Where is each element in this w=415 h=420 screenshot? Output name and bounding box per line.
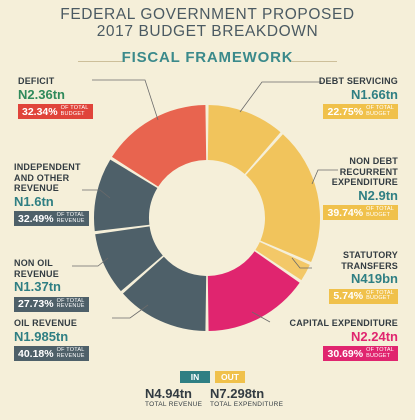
statutory-amount: N419bn	[351, 271, 398, 286]
leader-line-nonoil	[72, 257, 109, 267]
out-badge: OUT	[215, 371, 245, 383]
statutory-of-line2: BUDGET	[366, 295, 391, 301]
oil-percent-badge: 40.18% OF TOTAL REVENUE	[14, 346, 89, 361]
nondebt-label-1: NON DEBT	[349, 156, 398, 166]
indep-label-3: REVENUE	[14, 183, 59, 193]
leader-line-deficit	[92, 79, 159, 121]
callout-debt-servicing: DEBT SERVICING N1.66tn 22.75% OF TOTAL BU…	[319, 76, 398, 120]
deficit-percent: 32.34%	[22, 105, 58, 118]
statutory-label-2: TRANSFERS	[341, 260, 398, 271]
nondebt-percent: 39.74%	[327, 206, 364, 219]
nondebt-label-3: EXPENDITURE	[331, 177, 398, 187]
debt-percent: 22.75%	[327, 105, 364, 118]
leader-line-capital	[251, 311, 271, 323]
oil-of-line1: OF TOTAL	[56, 347, 85, 353]
slice-non-oil-revenue	[95, 226, 163, 292]
deficit-percent-badge: 32.34% OF TOTAL BUDGET	[18, 104, 93, 119]
page-title-line2: 2017 BUDGET BREAKDOWN	[96, 23, 319, 40]
deficit-of-line1: OF TOTAL	[60, 105, 89, 111]
nonoil-of-line2: REVENUE	[56, 303, 85, 309]
deficit-label: DEFICIT	[18, 76, 55, 86]
slice-statutory-transfers	[255, 242, 310, 281]
in-badge: IN	[180, 371, 210, 383]
indep-amount: N1.6tn	[14, 193, 54, 209]
indep-percent-badge: 32.49% OF TOTAL REVENUE	[14, 211, 89, 226]
capital-of-line2: BUDGET	[366, 352, 391, 359]
debt-of-line1: OF TOTAL	[366, 105, 394, 111]
subtitle-left-rule	[78, 61, 124, 62]
leader-line-statutory	[291, 257, 312, 269]
nondebt-of-line2: BUDGET	[366, 211, 391, 218]
oil-label: OIL REVENUE	[14, 318, 78, 328]
capital-of-line1: OF TOTAL	[366, 347, 394, 353]
slice-oil-revenue	[122, 256, 207, 331]
indep-of-line2: REVENUE	[56, 217, 85, 224]
debt-of-line2: BUDGET	[366, 110, 391, 117]
leader-line-oil	[112, 304, 149, 319]
statutory-of-line1: OF TOTAL	[366, 289, 394, 296]
indep-of-line1: OF TOTAL	[56, 212, 85, 218]
page-title-line1: FEDERAL GOVERNMENT PROPOSED	[60, 6, 355, 23]
total-revenue-label: TOTAL REVENUE	[145, 401, 203, 408]
nonoil-percent-badge: 27.73% OF TOTAL REVENUE	[14, 296, 89, 312]
callout-capital-expenditure: CAPITAL EXPENDITURE N2.24tn 30.69% OF TO…	[290, 318, 398, 362]
nonoil-amount: N1.37tn	[14, 279, 61, 294]
leader-line-indep	[82, 189, 111, 199]
callout-oil-revenue: OIL REVENUE N1.985tn 40.18% OF TOTAL REVE…	[14, 318, 89, 362]
nonoil-label-1: NON OIL	[14, 258, 53, 268]
capital-amount: N2.24tn	[351, 328, 398, 344]
total-expenditure-label: TOTAL EXPENDITURE	[210, 401, 284, 408]
indep-percent: 32.49%	[18, 212, 54, 225]
indep-label-1: INDEPENDENT	[14, 162, 81, 172]
capital-label: CAPITAL EXPENDITURE	[289, 318, 398, 328]
indep-label-2: AND OTHER	[14, 172, 70, 183]
subtitle-right-rule	[291, 61, 337, 62]
capital-percent: 30.69%	[327, 347, 364, 360]
oil-amount: N1.985tn	[14, 328, 69, 344]
debt-label: DEBT SERVICING	[318, 76, 398, 86]
nonoil-percent: 27.73%	[18, 298, 54, 310]
total-revenue-value: N4.94tn	[145, 386, 192, 401]
deficit-amount: N2.36tn	[18, 86, 65, 102]
callout-independent-revenue: INDEPENDENT AND OTHER REVENUE N1.6tn 32.…	[14, 162, 89, 227]
chart-subtitle: FISCAL FRAMEWORK	[121, 49, 294, 66]
nonoil-label-2: REVENUE	[14, 268, 59, 279]
slice-debt-servicing	[207, 105, 281, 174]
leader-line-debt	[239, 81, 322, 113]
callout-statutory-transfers: STATUTORY TRANSFERS N419bn 5.74% OF TOTA…	[329, 250, 398, 304]
nondebt-percent-badge: 39.74% OF TOTAL BUDGET	[323, 205, 398, 220]
nondebt-amount: N2.9tn	[358, 187, 398, 203]
statutory-label-1: STATUTORY	[343, 250, 398, 260]
debt-percent-badge: 22.75% OF TOTAL BUDGET	[323, 104, 398, 119]
slice-deficit	[111, 105, 207, 187]
statutory-percent-badge: 5.74% OF TOTAL BUDGET	[329, 288, 398, 304]
oil-percent: 40.18%	[18, 347, 54, 360]
capital-percent-badge: 30.69% OF TOTAL BUDGET	[323, 346, 398, 361]
slice-capital-expenditure	[207, 251, 300, 331]
callout-non-debt-recurrent: NON DEBT RECURRENT EXPENDITURE N2.9tn 39…	[323, 156, 398, 221]
deficit-of-line2: BUDGET	[60, 110, 85, 117]
debt-amount: N1.66tn	[351, 86, 398, 102]
leader-line-nondebt	[311, 169, 338, 185]
nondebt-of-line1: OF TOTAL	[366, 206, 394, 212]
nonoil-of-line1: OF TOTAL	[56, 297, 85, 304]
callout-non-oil-revenue: NON OIL REVENUE N1.37tn 27.73% OF TOTAL R…	[14, 258, 89, 312]
nondebt-label-2: RECURRENT	[339, 166, 398, 177]
callout-deficit: DEFICIT N2.36tn 32.34% OF TOTAL BUDGET	[18, 76, 93, 120]
oil-of-line2: REVENUE	[56, 352, 85, 359]
slice-independent-and-other-revenue	[94, 159, 158, 232]
statutory-percent: 5.74%	[333, 290, 364, 302]
slice-non-debt-recurrent-expenditure	[245, 134, 320, 262]
total-expenditure-value: N7.298tn	[210, 386, 265, 401]
